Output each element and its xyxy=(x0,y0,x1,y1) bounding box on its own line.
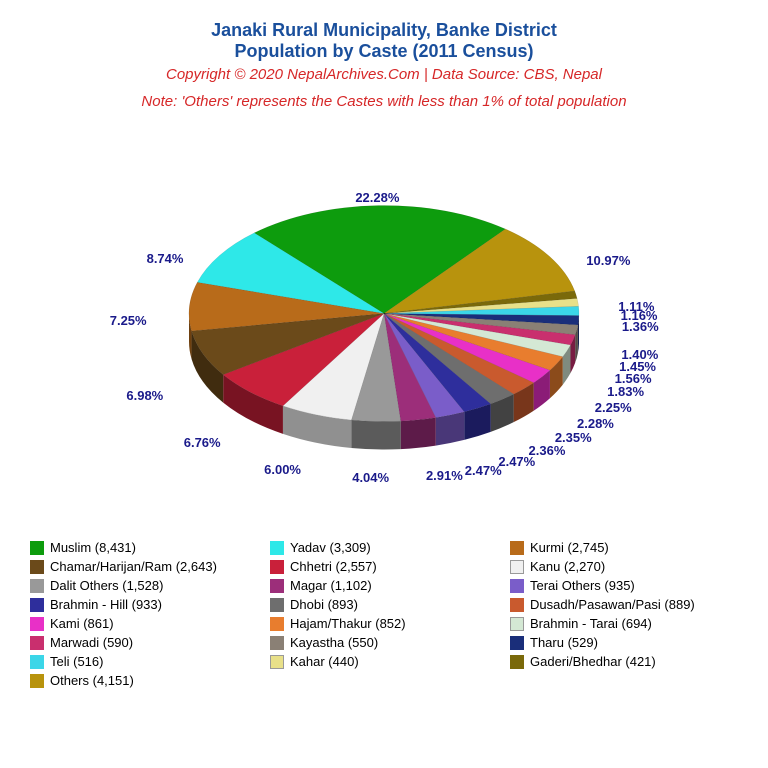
legend-label: Magar (1,102) xyxy=(290,578,372,593)
pie-container xyxy=(169,186,599,475)
title-block: Janaki Rural Municipality, Banke Distric… xyxy=(10,20,758,110)
legend-swatch xyxy=(30,674,44,688)
legend-item: Others (4,151) xyxy=(30,673,258,688)
slice-label: 2.91% xyxy=(426,468,463,483)
legend-swatch xyxy=(270,541,284,555)
copyright-line: Copyright © 2020 NepalArchives.Com | Dat… xyxy=(10,66,758,83)
slice-label: 1.83% xyxy=(607,384,644,399)
legend-swatch xyxy=(30,560,44,574)
legend-label: Kurmi (2,745) xyxy=(530,540,609,555)
legend-item: Chhetri (2,557) xyxy=(270,559,498,574)
slice-label: 7.25% xyxy=(110,313,147,328)
slice-label: 6.76% xyxy=(184,435,221,450)
legend-swatch xyxy=(510,560,524,574)
legend: Muslim (8,431) Yadav (3,309) Kurmi (2,745)… xyxy=(10,540,758,688)
title-line-2: Population by Caste (2011 Census) xyxy=(10,41,758,62)
legend-item: Brahmin - Hill (933) xyxy=(30,597,258,612)
legend-swatch xyxy=(510,541,524,555)
slice-label: 2.28% xyxy=(577,416,614,431)
slice-label: 2.47% xyxy=(465,463,502,478)
legend-label: Kayastha (550) xyxy=(290,635,378,650)
legend-label: Kami (861) xyxy=(50,616,114,631)
legend-item: Muslim (8,431) xyxy=(30,540,258,555)
legend-swatch xyxy=(510,579,524,593)
pie-chart-area: 22.28%10.97%1.11%1.16%1.36%1.40%1.45%1.5… xyxy=(10,120,758,540)
legend-label: Gaderi/Bhedhar (421) xyxy=(530,654,656,669)
legend-swatch xyxy=(270,617,284,631)
legend-item: Gaderi/Bhedhar (421) xyxy=(510,654,738,669)
legend-item: Tharu (529) xyxy=(510,635,738,650)
legend-label: Chamar/Harijan/Ram (2,643) xyxy=(50,559,217,574)
slice-label: 2.25% xyxy=(595,400,632,415)
legend-swatch xyxy=(270,655,284,669)
legend-swatch xyxy=(270,560,284,574)
legend-item: Kurmi (2,745) xyxy=(510,540,738,555)
legend-label: Dhobi (893) xyxy=(290,597,358,612)
slice-label: 8.74% xyxy=(147,251,184,266)
legend-swatch xyxy=(270,579,284,593)
slice-label: 6.00% xyxy=(264,462,301,477)
legend-label: Hajam/Thakur (852) xyxy=(290,616,406,631)
legend-label: Muslim (8,431) xyxy=(50,540,136,555)
legend-item: Hajam/Thakur (852) xyxy=(270,616,498,631)
slice-label: 2.47% xyxy=(498,454,535,469)
legend-swatch xyxy=(270,598,284,612)
legend-label: Brahmin - Tarai (694) xyxy=(530,616,652,631)
legend-item: Kanu (2,270) xyxy=(510,559,738,574)
legend-swatch xyxy=(510,636,524,650)
legend-item: Brahmin - Tarai (694) xyxy=(510,616,738,631)
legend-label: Chhetri (2,557) xyxy=(290,559,377,574)
legend-swatch xyxy=(30,541,44,555)
legend-item: Magar (1,102) xyxy=(270,578,498,593)
legend-label: Others (4,151) xyxy=(50,673,134,688)
legend-label: Dusadh/Pasawan/Pasi (889) xyxy=(530,597,695,612)
legend-item: Chamar/Harijan/Ram (2,643) xyxy=(30,559,258,574)
legend-item: Yadav (3,309) xyxy=(270,540,498,555)
slice-label: 22.28% xyxy=(355,190,399,205)
legend-swatch xyxy=(30,655,44,669)
legend-swatch xyxy=(510,655,524,669)
legend-swatch xyxy=(30,579,44,593)
slice-label: 6.98% xyxy=(126,388,163,403)
legend-label: Terai Others (935) xyxy=(530,578,635,593)
slice-label: 1.36% xyxy=(622,319,659,334)
legend-swatch xyxy=(30,636,44,650)
legend-label: Kanu (2,270) xyxy=(530,559,605,574)
legend-item: Teli (516) xyxy=(30,654,258,669)
legend-swatch xyxy=(270,636,284,650)
legend-item: Dusadh/Pasawan/Pasi (889) xyxy=(510,597,738,612)
legend-item: Kami (861) xyxy=(30,616,258,631)
legend-label: Teli (516) xyxy=(50,654,103,669)
title-line-1: Janaki Rural Municipality, Banke Distric… xyxy=(10,20,758,41)
legend-label: Yadav (3,309) xyxy=(290,540,371,555)
legend-label: Dalit Others (1,528) xyxy=(50,578,163,593)
legend-item: Dalit Others (1,528) xyxy=(30,578,258,593)
slice-label: 10.97% xyxy=(586,253,630,268)
legend-item: Dhobi (893) xyxy=(270,597,498,612)
legend-item: Marwadi (590) xyxy=(30,635,258,650)
legend-label: Brahmin - Hill (933) xyxy=(50,597,162,612)
note-line: Note: 'Others' represents the Castes wit… xyxy=(10,93,758,110)
legend-item: Kahar (440) xyxy=(270,654,498,669)
legend-swatch xyxy=(30,617,44,631)
legend-item: Kayastha (550) xyxy=(270,635,498,650)
legend-label: Kahar (440) xyxy=(290,654,359,669)
legend-item: Terai Others (935) xyxy=(510,578,738,593)
legend-swatch xyxy=(510,617,524,631)
slice-label: 4.04% xyxy=(352,470,389,485)
legend-label: Tharu (529) xyxy=(530,635,598,650)
legend-swatch xyxy=(30,598,44,612)
legend-swatch xyxy=(510,598,524,612)
legend-label: Marwadi (590) xyxy=(50,635,133,650)
